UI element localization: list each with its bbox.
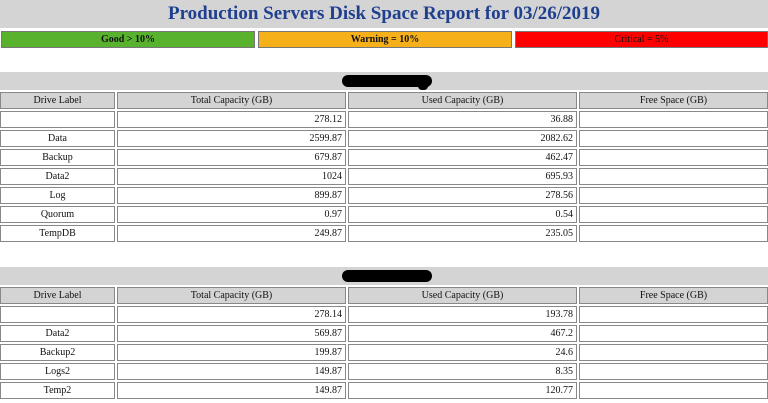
redacted-server-name [342,75,432,87]
free-space [579,206,768,223]
redacted-server-name [342,270,432,282]
free-space [579,168,768,185]
table-row: Data2 1024 695.93 [0,168,768,185]
drive-label: Quorum [0,206,115,223]
drive-table: Drive Label Total Capacity (GB) Used Cap… [0,90,768,244]
column-header-used-capacity: Used Capacity (GB) [348,287,577,304]
free-space [579,306,768,323]
total-capacity: 679.87 [117,149,346,166]
column-header-drive-label: Drive Label [0,92,115,109]
table-row: Log 899.87 278.56 [0,187,768,204]
column-header-free-space: Free Space (GB) [579,287,768,304]
server-section-2: Drive Label Total Capacity (GB) Used Cap… [0,267,768,401]
used-capacity: 120.77 [348,382,577,399]
table-row: TempDB 249.87 235.05 [0,225,768,242]
total-capacity: 249.87 [117,225,346,242]
used-capacity: 0.54 [348,206,577,223]
table-row: Backup2 199.87 24.6 [0,344,768,361]
drive-label [0,111,115,128]
redaction-mark [418,82,428,90]
table-row: Data2 569.87 467.2 [0,325,768,342]
used-capacity: 462.47 [348,149,577,166]
column-header-used-capacity: Used Capacity (GB) [348,92,577,109]
drive-label: Log [0,187,115,204]
legend-critical: Critical = 5% [515,31,768,48]
total-capacity: 199.87 [117,344,346,361]
column-header-drive-label: Drive Label [0,287,115,304]
drive-label [0,306,115,323]
table-header-row: Drive Label Total Capacity (GB) Used Cap… [0,287,768,304]
server-name-header [0,267,768,285]
legend-warning: Warning = 10% [258,31,512,48]
table-row: Quorum 0.97 0.54 [0,206,768,223]
free-space [579,344,768,361]
drive-label: Backup2 [0,344,115,361]
used-capacity: 278.56 [348,187,577,204]
table-row: Data 2599.87 2082.62 [0,130,768,147]
free-space [579,363,768,380]
free-space [579,111,768,128]
drive-label: Temp2 [0,382,115,399]
drive-table: Drive Label Total Capacity (GB) Used Cap… [0,285,768,401]
table-row: 278.14 193.78 [0,306,768,323]
used-capacity: 8.35 [348,363,577,380]
total-capacity: 278.14 [117,306,346,323]
free-space [579,130,768,147]
column-header-total-capacity: Total Capacity (GB) [117,92,346,109]
free-space [579,187,768,204]
column-header-total-capacity: Total Capacity (GB) [117,287,346,304]
table-row: Temp2 149.87 120.77 [0,382,768,399]
used-capacity: 24.6 [348,344,577,361]
free-space [579,382,768,399]
free-space [579,325,768,342]
server-name-header [0,72,768,90]
total-capacity: 569.87 [117,325,346,342]
drive-label: Data2 [0,168,115,185]
total-capacity: 899.87 [117,187,346,204]
status-legend: Good > 10% Warning = 10% Critical = 5% [0,31,768,48]
used-capacity: 36.88 [348,111,577,128]
total-capacity: 2599.87 [117,130,346,147]
drive-label: Logs2 [0,363,115,380]
total-capacity: 1024 [117,168,346,185]
column-header-free-space: Free Space (GB) [579,92,768,109]
used-capacity: 467.2 [348,325,577,342]
total-capacity: 149.87 [117,382,346,399]
drive-label: Data [0,130,115,147]
free-space [579,225,768,242]
used-capacity: 2082.62 [348,130,577,147]
table-header-row: Drive Label Total Capacity (GB) Used Cap… [0,92,768,109]
total-capacity: 278.12 [117,111,346,128]
drive-label: Backup [0,149,115,166]
total-capacity: 149.87 [117,363,346,380]
used-capacity: 235.05 [348,225,577,242]
server-section-1: Drive Label Total Capacity (GB) Used Cap… [0,72,768,244]
legend-good: Good > 10% [1,31,255,48]
table-row: Backup 679.87 462.47 [0,149,768,166]
table-row: Logs2 149.87 8.35 [0,363,768,380]
used-capacity: 193.78 [348,306,577,323]
total-capacity: 0.97 [117,206,346,223]
report-title: Production Servers Disk Space Report for… [0,0,768,28]
drive-label: Data2 [0,325,115,342]
drive-label: TempDB [0,225,115,242]
free-space [579,149,768,166]
table-row: 278.12 36.88 [0,111,768,128]
used-capacity: 695.93 [348,168,577,185]
